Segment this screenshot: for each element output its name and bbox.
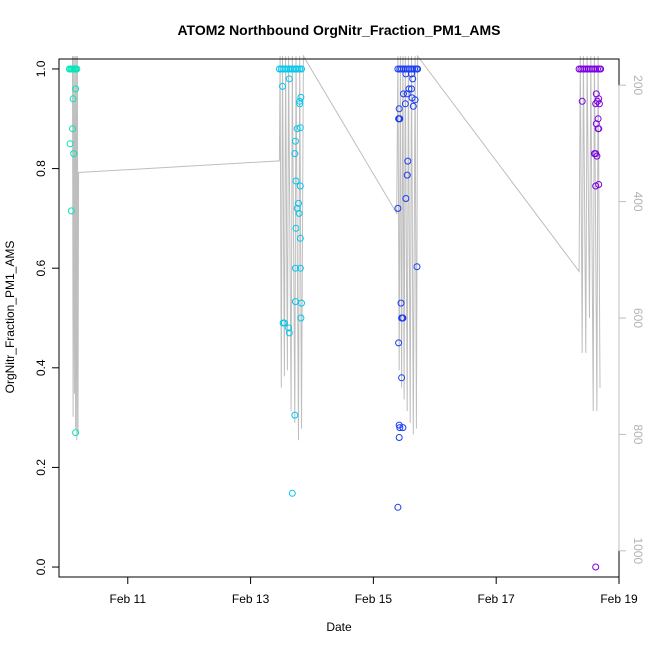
data-point	[396, 115, 404, 123]
data-point	[291, 150, 299, 158]
data-point	[408, 85, 415, 93]
data-point	[296, 264, 304, 272]
data-point	[293, 125, 301, 133]
right-tick-label: 800	[631, 424, 645, 444]
data-point	[594, 65, 601, 73]
right-tick-label: 400	[631, 192, 645, 212]
data-point	[73, 65, 81, 73]
data-point	[403, 171, 411, 179]
data-point	[400, 90, 407, 98]
data-point	[291, 411, 299, 419]
data-point	[279, 82, 286, 90]
x-axis: Feb 11 Feb 13 Feb 15 Feb 17 Feb 19	[110, 576, 638, 606]
data-point	[595, 100, 603, 108]
data-point	[296, 124, 304, 132]
data-point	[396, 424, 404, 432]
data-point	[402, 195, 410, 202]
y-axis: 0.0 0.2 0.4 0.6 0.8 1.0	[34, 60, 60, 575]
data-point	[285, 75, 293, 83]
x-tick-label: Feb 15	[355, 592, 393, 606]
data-point	[292, 224, 300, 232]
data-point	[597, 65, 605, 73]
x-tick-label: Feb 19	[600, 592, 638, 606]
y-tick-label: 0.0	[34, 558, 48, 575]
data-point	[291, 264, 299, 272]
data-point	[413, 263, 421, 271]
right-tick-label: 600	[631, 308, 645, 328]
data-point	[72, 429, 80, 437]
chart-title: ATOM2 Northbound OrgNitr_Fraction_PM1_AM…	[177, 22, 500, 38]
data-point	[297, 314, 305, 322]
data-points-layer	[65, 65, 605, 571]
data-point	[595, 125, 603, 133]
data-point	[592, 100, 600, 108]
data-point	[409, 75, 417, 83]
right-altitude-axis: 200 400 600 800 1000	[618, 75, 645, 564]
y-tick-label: 0.6	[34, 260, 48, 277]
data-point	[69, 95, 77, 103]
data-point	[411, 96, 419, 104]
data-point	[292, 177, 300, 185]
data-point	[397, 299, 405, 307]
y-tick-label: 0.4	[34, 359, 48, 376]
data-point	[291, 137, 299, 145]
data-point	[296, 100, 304, 108]
data-point	[595, 181, 603, 188]
data-point	[403, 90, 411, 98]
data-point	[593, 152, 601, 160]
x-tick-label: Feb 11	[110, 592, 147, 606]
data-point	[297, 93, 305, 101]
x-tick-label: Feb 17	[478, 592, 516, 606]
y-axis-label: OrgNitr_Fraction_PM1_AMS	[3, 241, 17, 394]
data-point	[295, 199, 302, 207]
data-point	[395, 105, 403, 113]
data-point	[288, 489, 296, 497]
data-point	[399, 424, 407, 432]
data-point	[298, 65, 305, 73]
right-tick-label: 1000	[631, 537, 645, 564]
data-point	[394, 204, 402, 212]
data-point	[409, 102, 417, 110]
data-point	[72, 85, 80, 93]
data-point	[70, 150, 78, 158]
data-point	[285, 329, 293, 337]
data-point	[398, 314, 406, 322]
y-tick-label: 0.8	[34, 160, 48, 177]
y-tick-label: 1.0	[34, 60, 48, 77]
data-point	[280, 319, 288, 327]
altitude-line	[72, 54, 601, 441]
data-point	[408, 70, 415, 78]
data-point	[66, 140, 74, 148]
data-point	[398, 374, 406, 382]
data-point	[298, 299, 305, 307]
data-point	[411, 65, 418, 73]
data-point	[67, 207, 75, 215]
data-point	[296, 182, 304, 190]
altitude-profile-layer	[72, 54, 601, 441]
data-point	[414, 65, 422, 73]
data-point	[295, 209, 303, 217]
right-tick-label: 200	[631, 75, 645, 95]
y-tick-label: 0.2	[34, 459, 48, 476]
data-point	[296, 97, 304, 105]
x-axis-label: Date	[326, 620, 352, 634]
data-point	[394, 503, 402, 511]
data-point	[69, 125, 76, 133]
data-point	[296, 234, 304, 242]
data-point	[401, 100, 409, 108]
data-point	[285, 324, 293, 332]
data-point	[592, 563, 600, 571]
data-point	[395, 434, 403, 441]
x-tick-label: Feb 13	[232, 592, 270, 606]
data-point	[395, 339, 403, 347]
data-point	[404, 157, 412, 165]
data-point	[578, 97, 586, 105]
